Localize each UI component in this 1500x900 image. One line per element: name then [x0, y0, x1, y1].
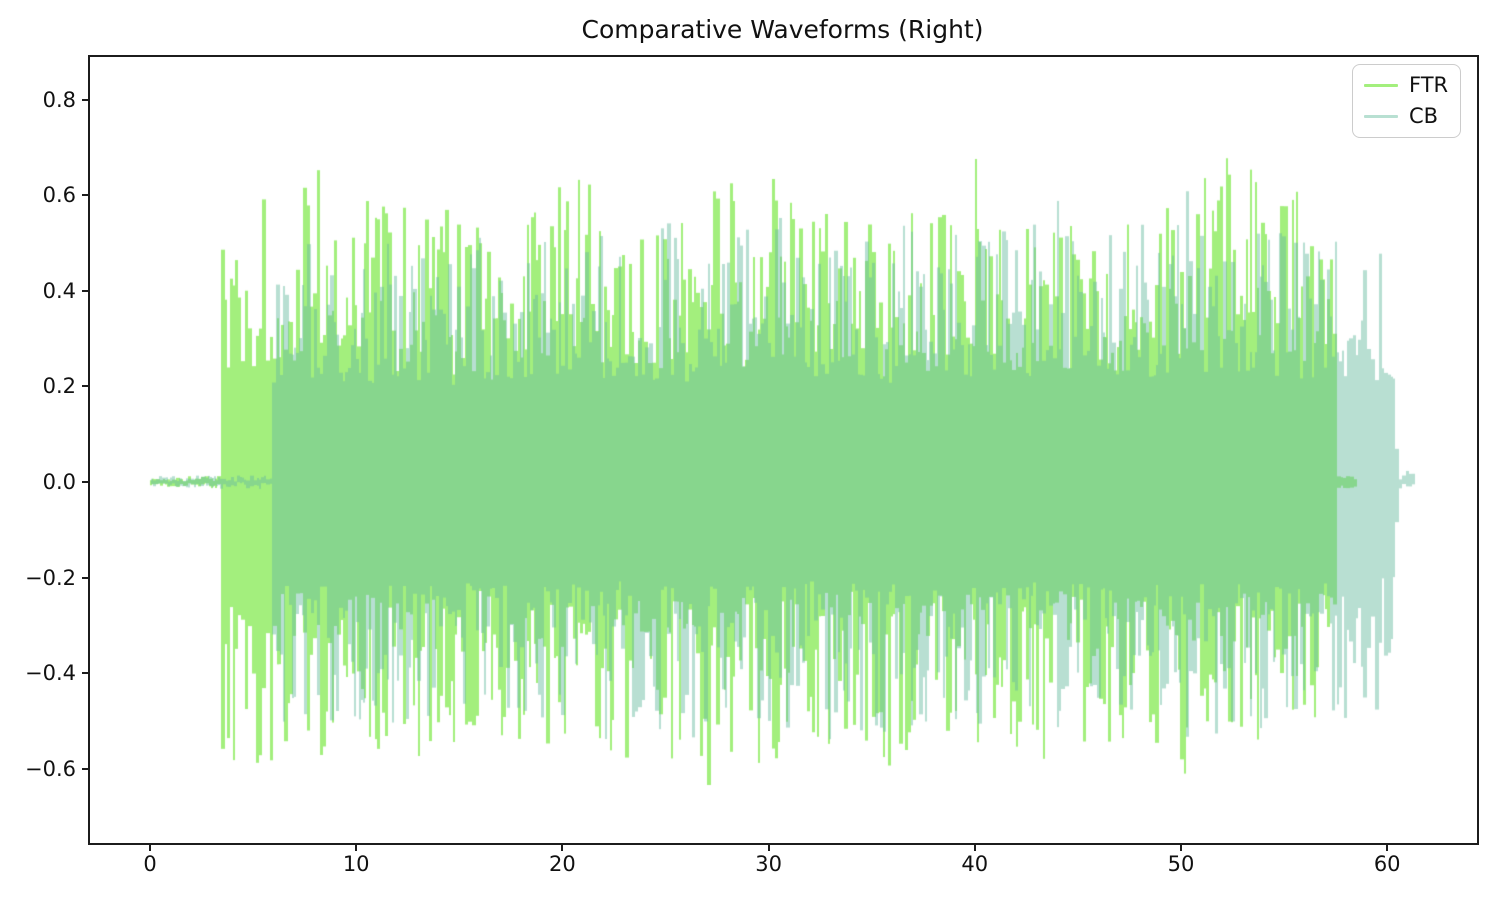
- y-tick-mark: [82, 481, 88, 483]
- waveform-canvas: [90, 57, 1477, 843]
- y-tick-label: 0.6: [42, 183, 76, 208]
- y-tick-label: −0.2: [25, 565, 76, 590]
- legend-entry-ftr: FTR: [1364, 74, 1448, 97]
- y-tick-mark: [82, 576, 88, 579]
- y-tick-label: 0.8: [42, 87, 76, 112]
- legend-label-cb: CB: [1409, 104, 1439, 128]
- x-tick-mark: [1180, 845, 1182, 851]
- x-tick-mark: [561, 845, 564, 851]
- x-tick-mark: [355, 845, 358, 851]
- plot-area: [88, 55, 1479, 845]
- y-tick-label: 0.4: [42, 278, 76, 303]
- x-tick-mark: [149, 845, 151, 851]
- y-tick-mark: [82, 672, 88, 675]
- x-tick-label: 40: [961, 852, 989, 876]
- legend-label-ftr: FTR: [1409, 73, 1449, 97]
- y-tick-mark: [82, 194, 88, 197]
- x-tick-label: 0: [143, 852, 157, 876]
- y-tick-label: −0.4: [25, 661, 76, 686]
- x-tick-label: 20: [549, 852, 576, 876]
- y-tick-mark: [82, 98, 88, 101]
- x-tick-label: 10: [342, 852, 370, 876]
- y-tick-label: 0.0: [42, 470, 76, 494]
- x-tick-label: 30: [755, 852, 782, 876]
- x-tick-mark: [767, 845, 770, 851]
- x-tick-label: 50: [1167, 852, 1195, 876]
- legend-line-swatch-ftr: [1364, 84, 1398, 87]
- y-tick-mark: [82, 289, 88, 292]
- x-tick-label: 60: [1373, 852, 1401, 876]
- x-tick-mark: [973, 845, 976, 851]
- legend-entry-cb: CB: [1364, 105, 1448, 128]
- y-tick-mark: [82, 767, 88, 770]
- y-tick-label: 0.2: [42, 374, 76, 399]
- x-tick-mark: [1386, 845, 1389, 851]
- y-tick-mark: [82, 385, 88, 388]
- legend: FTR CB: [1352, 64, 1462, 138]
- legend-line-swatch-cb: [1364, 115, 1398, 118]
- y-tick-label: −0.6: [25, 756, 76, 781]
- chart-title: Comparative Waveforms (Right): [581, 15, 984, 44]
